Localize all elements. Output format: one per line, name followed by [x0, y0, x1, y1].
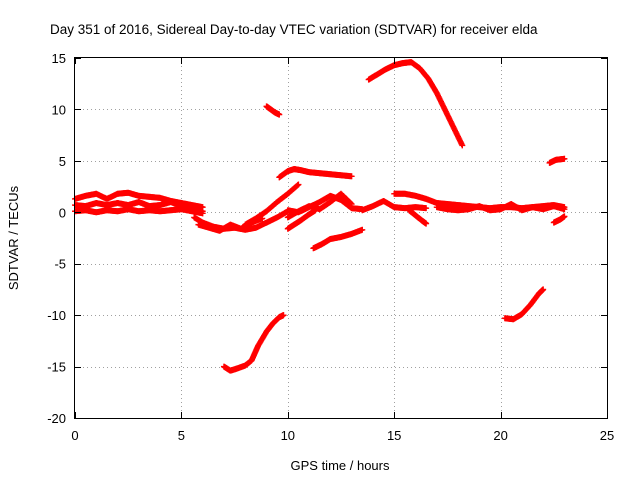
data-point: [459, 142, 466, 149]
series-peak-14-18: [365, 59, 466, 149]
data-point: [423, 220, 430, 227]
x-tick-label: 20: [493, 428, 507, 443]
y-tick-label: -10: [47, 308, 66, 323]
series-dip-10-11: [284, 207, 319, 232]
series-late-22.3-23: [546, 155, 568, 166]
plot-frame: [74, 57, 608, 419]
data-points: [72, 59, 568, 374]
x-tick-label: 10: [281, 428, 295, 443]
data-point: [561, 213, 568, 220]
series-mid-10-13.5b: [284, 190, 355, 221]
series-band-lower: [72, 206, 206, 217]
y-tick-label: 10: [52, 102, 66, 117]
y-tick-label: 0: [59, 205, 66, 220]
series-band-17-23: [433, 201, 568, 214]
series-short-9: [263, 103, 283, 118]
series-band-13.5-16.5: [359, 197, 430, 214]
series-neg-20-22: [501, 286, 547, 323]
data-point: [295, 181, 302, 188]
data-point: [347, 200, 354, 207]
series-deep-7-10: [220, 312, 287, 374]
x-tick-label: 25: [600, 428, 614, 443]
data-point: [280, 312, 287, 319]
y-tick-label: -5: [54, 257, 66, 272]
data-point: [348, 201, 355, 208]
chart-title: Day 351 of 2016, Sidereal Day-to-day VTE…: [50, 22, 538, 37]
x-axis-label: GPS time / hours: [291, 458, 390, 473]
y-tick-label: 5: [59, 154, 66, 169]
series-neg-11-13.5: [310, 226, 366, 252]
y-axis-label: SDTVAR / TECUs: [6, 185, 21, 290]
data-point: [561, 206, 568, 213]
series-late-22.5-23: [550, 213, 568, 226]
x-tick-label: 5: [178, 428, 185, 443]
y-tick-label: -15: [47, 360, 66, 375]
data-point: [276, 111, 283, 118]
data-point: [359, 226, 366, 233]
series-drop-16-16.5: [406, 207, 430, 227]
x-tick-label: 0: [71, 428, 78, 443]
data-point: [561, 155, 568, 162]
y-tick-label: -20: [47, 411, 66, 426]
series-hump-10-13: [276, 166, 355, 181]
axis-ticks: 0 5 10 15 20 25 -20 -15 -10 -5 0 5 10 15: [47, 51, 614, 443]
series-rise-8-10.5: [242, 181, 302, 228]
data-point: [348, 173, 355, 180]
data-point: [423, 205, 430, 212]
x-tick-label: 15: [387, 428, 401, 443]
data-point: [312, 207, 319, 214]
y-tick-label: 15: [52, 51, 66, 66]
data-point: [199, 210, 206, 217]
data-point: [540, 286, 547, 293]
